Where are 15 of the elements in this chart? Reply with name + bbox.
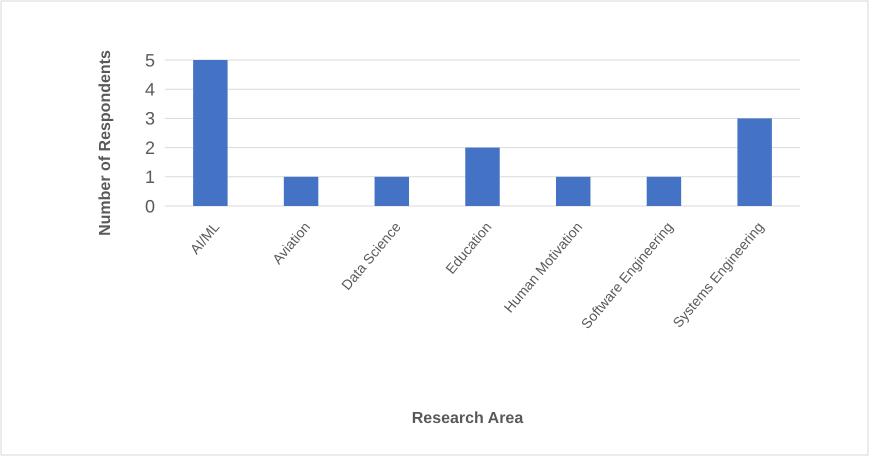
bar [465, 148, 500, 206]
y-tick-label: 1 [144, 167, 155, 188]
x-axis-title: Research Area [412, 410, 524, 427]
y-tick-label: 3 [144, 108, 155, 129]
bar [193, 60, 228, 206]
bar [737, 118, 772, 206]
bar [556, 176, 590, 206]
y-tick-label: 2 [144, 138, 155, 158]
y-tick-label: 5 [144, 50, 155, 70]
bar [646, 176, 682, 206]
bar [284, 176, 318, 206]
y-tick-label: 0 [144, 196, 155, 216]
bar [374, 176, 410, 206]
y-tick-label: 4 [144, 80, 155, 100]
y-axis-title: Number of Respondents [97, 50, 114, 236]
